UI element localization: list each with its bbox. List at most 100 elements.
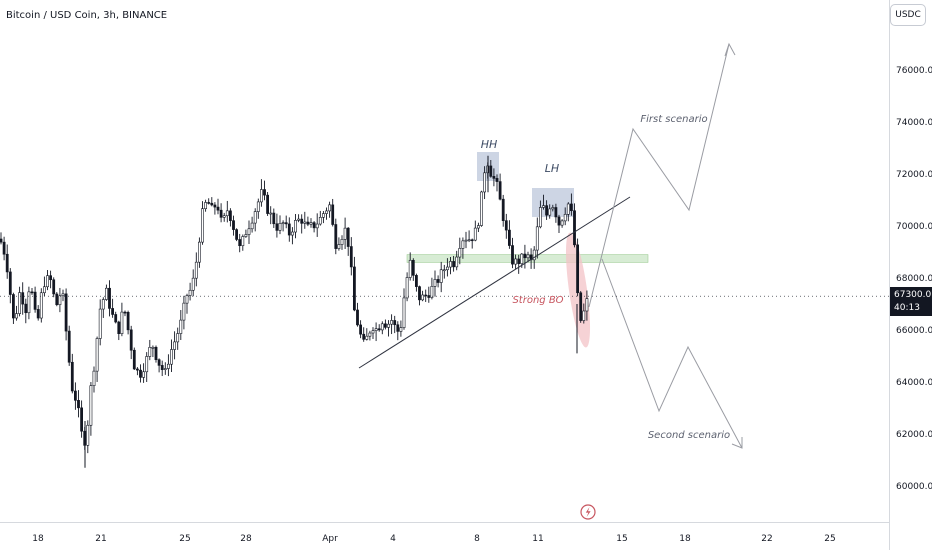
candle xyxy=(545,200,549,220)
candle xyxy=(117,320,121,341)
candle xyxy=(535,217,539,259)
candle xyxy=(145,352,149,382)
candle xyxy=(390,314,394,335)
candle xyxy=(67,325,71,366)
candle xyxy=(244,229,248,238)
candle xyxy=(424,289,428,302)
candle xyxy=(154,345,158,363)
candle xyxy=(64,288,68,341)
candle xyxy=(569,193,573,216)
candle xyxy=(300,214,304,234)
candle xyxy=(377,324,381,332)
candle xyxy=(405,272,409,302)
candle xyxy=(151,345,155,358)
candle xyxy=(340,235,344,250)
candle xyxy=(368,330,372,341)
price-tick-label: 68000.00 xyxy=(896,274,932,284)
candle xyxy=(483,166,487,200)
candle xyxy=(86,420,90,454)
hh-label: HH xyxy=(481,138,498,151)
candle xyxy=(114,311,118,324)
candle xyxy=(163,362,167,375)
candle xyxy=(89,382,93,436)
candle xyxy=(173,331,177,360)
candle xyxy=(507,220,511,249)
candle xyxy=(514,254,518,269)
strong-bo-label: Strong BO xyxy=(512,295,563,306)
candle xyxy=(566,202,570,222)
candle xyxy=(480,190,483,227)
candle xyxy=(182,295,186,330)
candle xyxy=(101,297,105,318)
candle xyxy=(213,202,217,215)
candle xyxy=(275,213,279,238)
currency-button[interactable]: USDC xyxy=(890,4,926,26)
candle xyxy=(411,258,415,281)
candle xyxy=(129,325,133,360)
candle xyxy=(201,201,204,245)
candle xyxy=(414,273,418,292)
candle xyxy=(235,228,239,242)
candle xyxy=(371,327,375,339)
candle xyxy=(346,227,350,256)
candle xyxy=(272,208,276,228)
second-scenario-arrowhead xyxy=(731,437,743,449)
candle xyxy=(219,203,223,223)
second-scenario-label: Second scenario xyxy=(648,430,730,441)
candle xyxy=(362,327,366,342)
candle xyxy=(436,275,440,288)
candle xyxy=(349,237,353,276)
candle xyxy=(573,203,576,248)
candle xyxy=(77,390,80,418)
time-tick-label: 8 xyxy=(474,534,480,544)
flash-icon[interactable] xyxy=(580,504,596,520)
time-axis[interactable]: 18 21 25 28 Apr 4 8 11 15 18 22 25 xyxy=(32,534,835,544)
candle xyxy=(259,179,263,207)
candle xyxy=(495,174,499,192)
candle xyxy=(24,298,28,324)
candle xyxy=(297,214,301,223)
candle xyxy=(132,347,136,371)
ascending-trendline xyxy=(358,196,631,369)
candle xyxy=(331,198,335,227)
candle xyxy=(306,216,310,227)
time-tick-label: 15 xyxy=(616,534,627,544)
candle xyxy=(343,217,347,250)
candle xyxy=(492,168,496,187)
candle xyxy=(303,211,307,229)
candle xyxy=(542,194,545,210)
candle xyxy=(36,305,40,321)
candle xyxy=(229,208,232,227)
candle xyxy=(256,198,260,219)
time-tick-label: 11 xyxy=(532,534,543,544)
candle xyxy=(120,302,124,337)
candle xyxy=(170,339,173,372)
last-price-value: 67300.01 xyxy=(894,290,932,300)
candle xyxy=(582,303,586,324)
candle xyxy=(380,321,384,335)
candle xyxy=(579,291,583,323)
candle xyxy=(402,288,406,330)
candle xyxy=(250,216,254,233)
symbol-title[interactable]: Bitcoin / USD Coin, 3h, BINANCE xyxy=(6,10,168,21)
candle xyxy=(30,288,34,295)
candle xyxy=(148,339,152,361)
candle xyxy=(278,215,282,235)
candle xyxy=(21,282,25,315)
price-axis[interactable]: 60000.00 62000.00 64000.00 66000.00 68000.00… xyxy=(896,66,932,492)
candle xyxy=(18,286,22,317)
candle xyxy=(458,237,462,265)
candle xyxy=(207,198,211,205)
first-scenario-arrowhead xyxy=(724,42,736,57)
candle xyxy=(294,214,297,239)
second-scenario-path xyxy=(601,258,743,449)
candle xyxy=(399,320,403,337)
drawings-layer xyxy=(0,42,889,449)
candle xyxy=(58,287,62,313)
candle xyxy=(504,213,508,239)
candle xyxy=(232,215,235,236)
candle xyxy=(8,268,12,304)
candle xyxy=(467,230,471,243)
candle xyxy=(188,282,192,301)
